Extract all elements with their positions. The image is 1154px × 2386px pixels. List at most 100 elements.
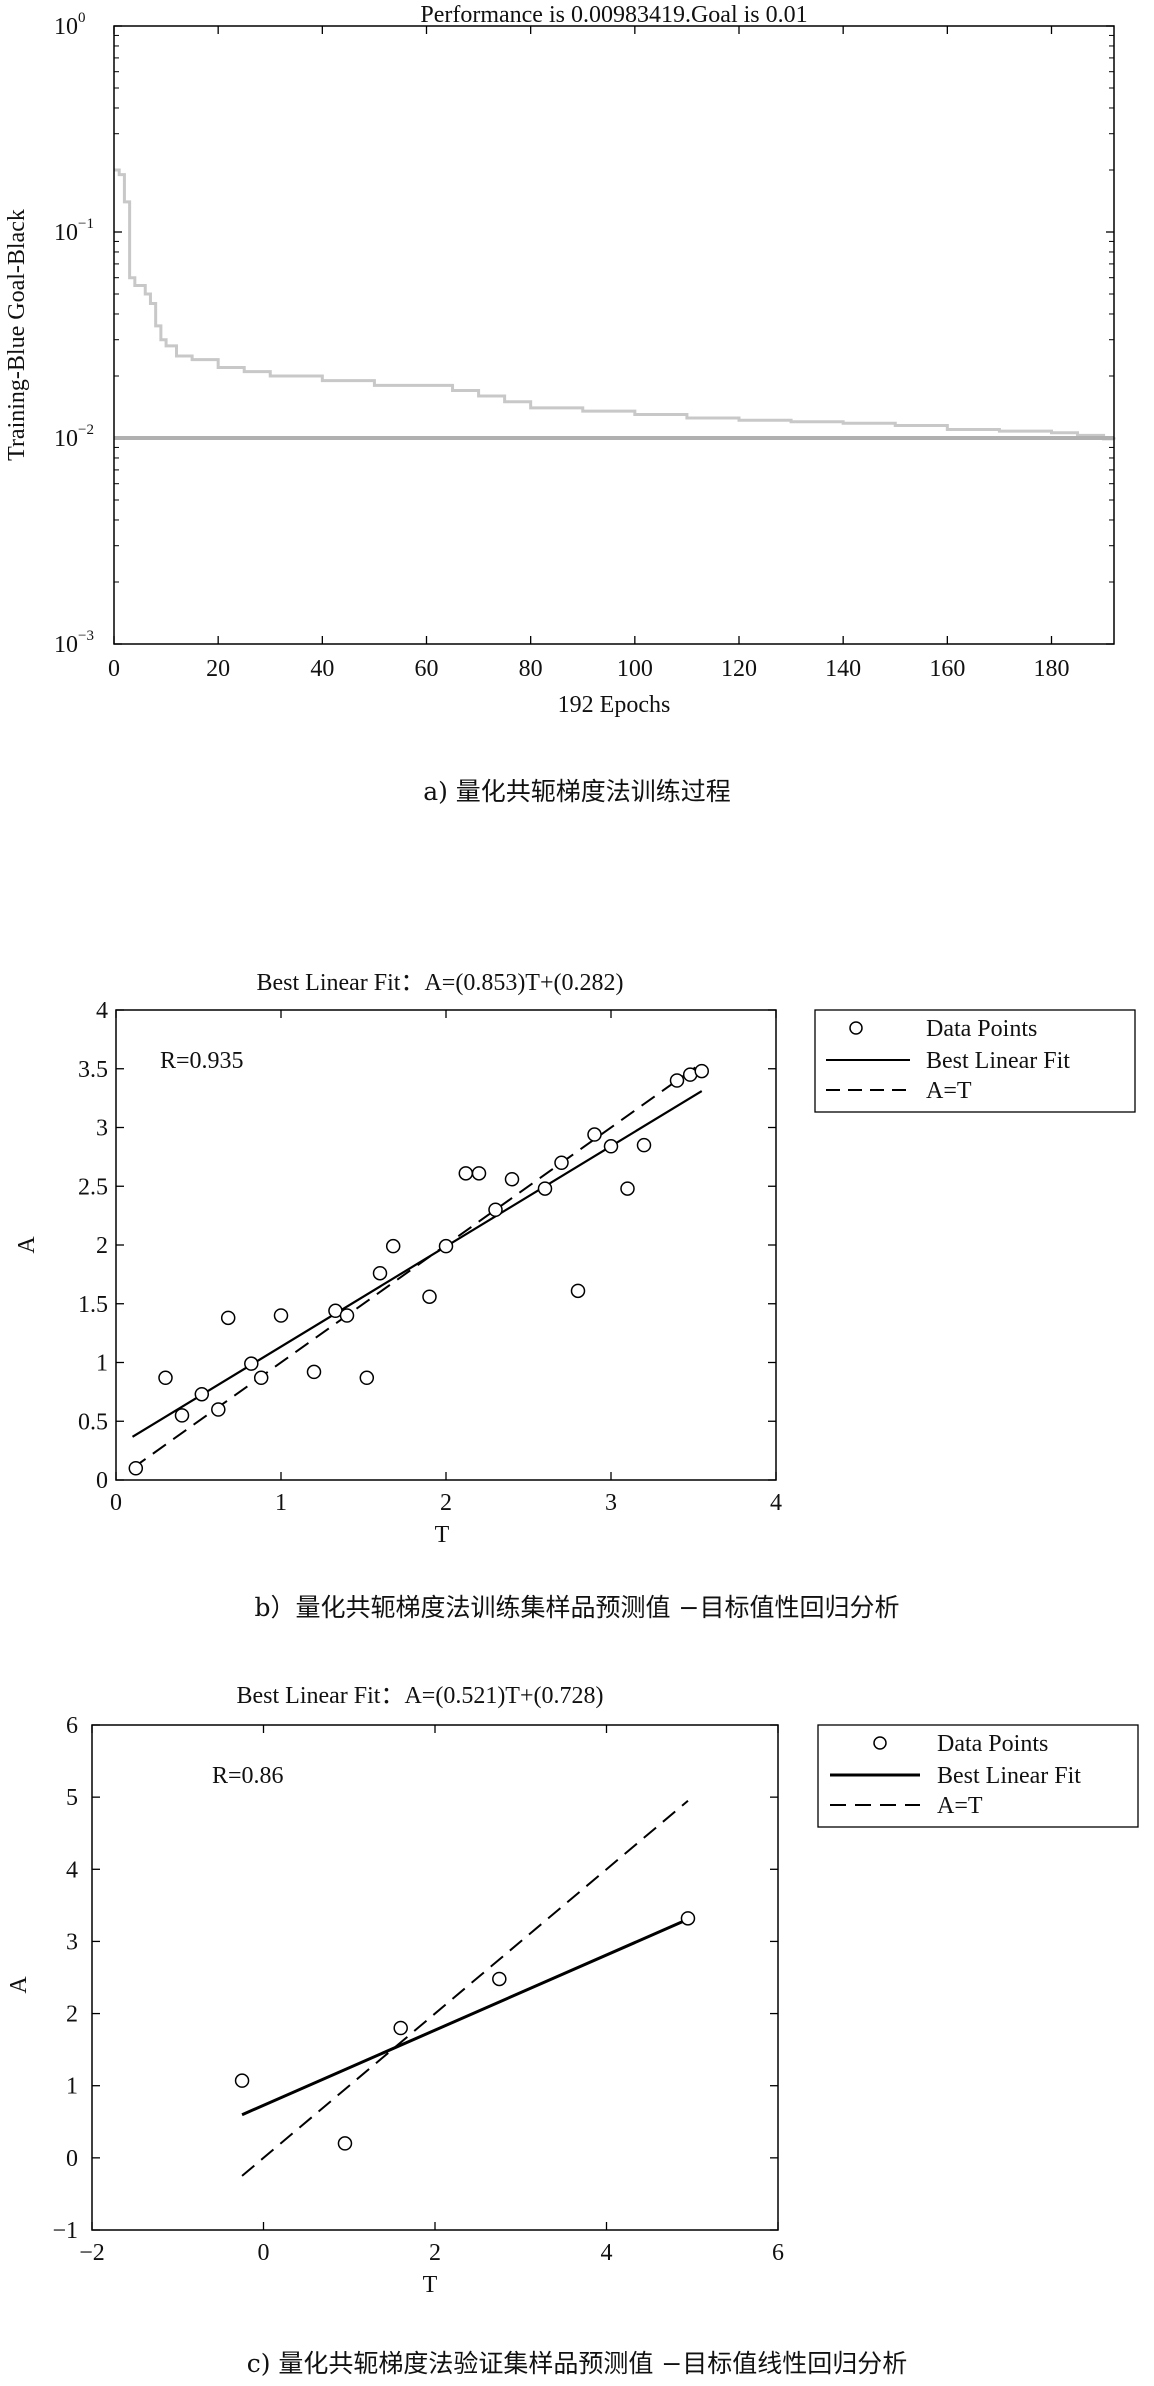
y-tick-label: 4 <box>96 998 108 1024</box>
legend-marker-data-points <box>873 1736 887 1750</box>
correlation-annotation: R=0.935 <box>160 1048 244 1074</box>
best-fit-line <box>241 1917 689 2117</box>
data-point <box>194 1386 210 1402</box>
identity-line <box>131 1062 703 1470</box>
validation-regression-chart: −2 0 2 4 6 −1 0 1 2 3 4 5 6 Best Linear Fit：A=(0.521… <box>6 1683 1139 2298</box>
data-point <box>471 1166 487 1181</box>
data-point <box>337 2136 353 2151</box>
data-point <box>211 1402 226 1417</box>
data-point <box>372 1265 388 1281</box>
x-axis-label: T <box>423 2272 438 2298</box>
x-tick-label: 3 <box>605 1490 617 1516</box>
y-tick-label: 1.5 <box>78 1292 108 1318</box>
y-tick-label: 3 <box>66 1929 78 1955</box>
data-point <box>422 1289 437 1304</box>
plot-frame <box>91 1724 779 2231</box>
x-tick-label: 1 <box>275 1490 287 1516</box>
x-tick-label: 180 <box>1034 656 1070 682</box>
plot-frame <box>115 1009 777 1481</box>
data-point <box>669 1073 685 1088</box>
y-axis-label: A <box>14 1236 40 1254</box>
x-tick-label: 160 <box>929 656 965 682</box>
data-point <box>306 1364 322 1380</box>
legend-marker-data-points <box>849 1021 863 1035</box>
y-tick-label: 5 <box>66 1785 78 1811</box>
y-tick-label: 10−3 <box>54 628 94 658</box>
legend-label-identity: A=T <box>937 1793 983 1819</box>
correlation-annotation: R=0.86 <box>212 1763 284 1789</box>
y-tick-label: 2 <box>96 1233 108 1259</box>
data-point <box>174 1408 190 1423</box>
training-performance-panel: 0 20 40 60 80 100 120 140 160 180 100 10−1 10−2 10−3 … <box>0 0 1154 806</box>
training-series-line <box>114 168 1116 441</box>
data-point <box>128 1461 144 1476</box>
y-tick-label: 0.5 <box>78 1409 108 1435</box>
data-point <box>273 1308 289 1323</box>
data-point <box>393 2020 408 2036</box>
x-tick-label: 80 <box>519 656 543 682</box>
x-tick-label: 6 <box>772 2240 784 2266</box>
data-point <box>694 1063 709 1079</box>
caption-b: b）量化共轭梯度法训练集样品预测值 −目标值性回归分析 <box>254 1593 900 1622</box>
y-tick-label: 100 <box>54 10 86 40</box>
identity-line <box>241 1799 689 2177</box>
caption-a: a) 量化共轭梯度法训练过程 <box>423 777 731 806</box>
x-tick-label: 120 <box>721 656 757 682</box>
data-point <box>570 1283 586 1299</box>
y-tick-label: 3 <box>96 1116 108 1142</box>
y-tick-label: 1 <box>66 2074 78 2100</box>
x-tick-label: 0 <box>110 1490 122 1516</box>
legend-label-identity: A=T <box>926 1078 972 1104</box>
data-point <box>492 1971 507 1987</box>
training-performance-chart: 0 20 40 60 80 100 120 140 160 18010010−110−210−3 … <box>4 2 1116 718</box>
y-tick-label: 0 <box>96 1468 108 1494</box>
y-tick-label: 0 <box>66 2146 78 2172</box>
y-tick-label: 10−2 <box>54 422 94 452</box>
caption-c: c) 量化共轭梯度法验证集样品预测值 −目标值线性回归分析 <box>246 2349 908 2378</box>
plot-frame <box>113 25 1115 645</box>
legend-label-data-points: Data Points <box>937 1731 1048 1757</box>
data-point <box>620 1181 635 1196</box>
x-tick-label: 4 <box>601 2240 613 2266</box>
x-tick-label: 140 <box>825 656 861 682</box>
data-point <box>220 1310 236 1326</box>
y-axis-label: A <box>6 1976 32 1994</box>
data-point <box>504 1171 520 1187</box>
data-point <box>244 1356 259 1371</box>
data-point <box>537 1181 553 1196</box>
legend-label-best-fit: Best Linear Fit <box>937 1763 1081 1789</box>
legend: Data Points Best Linear Fit A=T <box>814 1009 1136 1113</box>
data-point <box>587 1127 602 1142</box>
data-point <box>488 1202 503 1217</box>
data-point <box>158 1370 173 1386</box>
y-tick-label: 2.5 <box>78 1174 108 1200</box>
x-tick-label: 0 <box>258 2240 270 2266</box>
legend-label-best-fit: Best Linear Fit <box>926 1048 1070 1074</box>
data-point <box>554 1155 569 1170</box>
legend-label-data-points: Data Points <box>926 1016 1037 1042</box>
y-tick-label: 1 <box>96 1351 108 1377</box>
x-tick-label: 60 <box>415 656 439 682</box>
y-tick-label: 3.5 <box>78 1057 108 1083</box>
chart-title: Performance is 0.00983419.Goal is 0.01 <box>420 2 807 28</box>
chart-title: Best Linear Fit：A=(0.853)T+(0.282) <box>256 970 623 996</box>
x-axis-label: T <box>435 1522 450 1548</box>
training-regression-chart: 0 1 2 3 4 0 0.5 1 1.5 2 2.5 3 3.5 4 Best Linear Fit：A… <box>14 970 1136 1548</box>
validation-regression-panel: −2 0 2 4 6 −1 0 1 2 3 4 5 6 Best Linear Fit：A=(0.521… <box>0 1655 1154 2386</box>
legend: Data Points Best Linear Fit A=T <box>817 1724 1139 1828</box>
chart-title: Best Linear Fit：A=(0.521)T+(0.728) <box>236 1683 603 1709</box>
x-tick-label: 0 <box>108 656 120 682</box>
x-tick-label: 100 <box>617 656 653 682</box>
x-tick-label: 20 <box>206 656 230 682</box>
y-axis-label: Training-Blue Goal-Black <box>4 209 30 461</box>
data-point <box>339 1308 355 1323</box>
data-point <box>458 1166 474 1181</box>
data-point <box>253 1370 269 1386</box>
x-tick-label: 2 <box>429 2240 441 2266</box>
x-tick-label: 40 <box>310 656 334 682</box>
data-point <box>636 1137 652 1153</box>
data-point <box>359 1370 375 1386</box>
data-point <box>234 2073 250 2088</box>
x-axis-label: 192 Epochs <box>558 692 671 718</box>
training-regression-panel: 0 1 2 3 4 0 0.5 1 1.5 2 2.5 3 3.5 4 Best Linear Fit：A… <box>0 950 1154 1650</box>
